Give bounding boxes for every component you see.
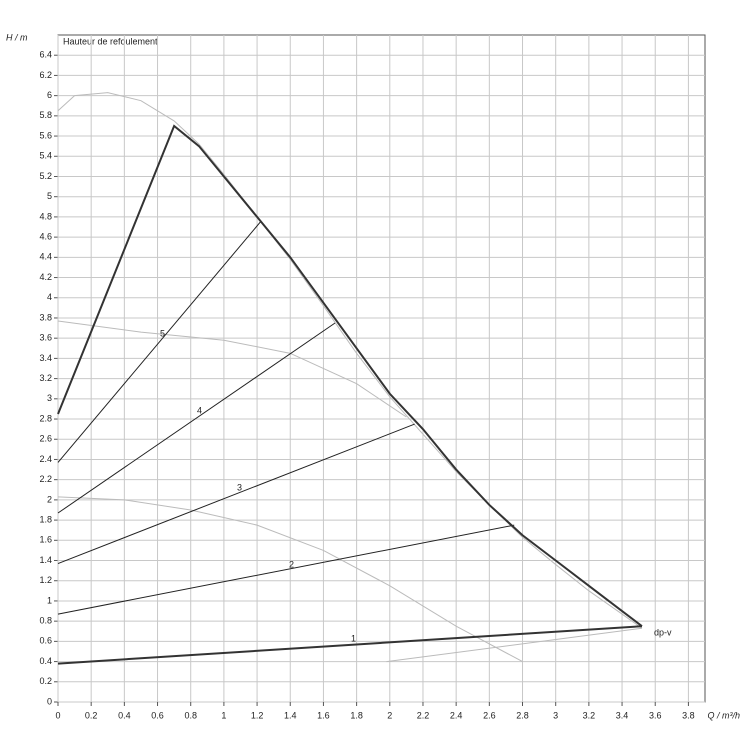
y-tick-label: 1.8	[39, 514, 52, 524]
y-tick-label: 0.2	[39, 676, 52, 686]
y-tick-label: 4.8	[39, 211, 52, 221]
curve	[57, 221, 261, 463]
annotation: 1	[351, 633, 356, 643]
y-tick-label: 3.4	[39, 353, 52, 363]
x-tick-label: 1.4	[284, 710, 297, 720]
annotation: 2	[289, 559, 294, 569]
x-tick-label: 1.6	[317, 710, 330, 720]
x-tick-label: 2	[387, 710, 392, 720]
y-tick-label: 1.2	[39, 575, 52, 585]
x-tick-label: 1.8	[350, 710, 363, 720]
y-tick-label: 4.4	[39, 252, 52, 262]
x-tick-label: 3.4	[616, 710, 629, 720]
x-tick-label: 0.2	[85, 710, 98, 720]
x-tick-label: 2.2	[417, 710, 430, 720]
x-tick-label: 0.4	[118, 710, 131, 720]
chart-title: Hauteur de refoulement	[63, 36, 158, 46]
x-tick-label: 3	[553, 710, 558, 720]
curve	[57, 625, 643, 665]
curve	[57, 92, 643, 629]
y-tick-label: 6	[47, 90, 52, 100]
y-tick-label: 0.6	[39, 636, 52, 646]
annotation: dp-v	[654, 627, 672, 637]
x-tick-label: 3.8	[682, 710, 695, 720]
y-tick-label: 3	[47, 393, 52, 403]
x-tick-label: 2.8	[516, 710, 529, 720]
annotation: 5	[160, 328, 165, 338]
y-axis-label: H / m	[6, 32, 28, 42]
y-tick-label: 2	[47, 494, 52, 504]
y-tick-label: 3.2	[39, 373, 52, 383]
y-tick-label: 2.2	[39, 474, 52, 484]
y-tick-label: 2.8	[39, 413, 52, 423]
y-tick-label: 0.4	[39, 656, 52, 666]
y-tick-label: 3.6	[39, 333, 52, 343]
curve	[57, 423, 415, 565]
y-tick-label: 1.6	[39, 535, 52, 545]
y-tick-label: 5	[47, 191, 52, 201]
x-tick-label: 3.2	[583, 710, 596, 720]
curve	[386, 627, 643, 663]
y-tick-label: 5.8	[39, 110, 52, 120]
x-tick-label: 0	[55, 710, 60, 720]
annotation: 4	[197, 405, 202, 415]
y-tick-label: 1	[47, 595, 52, 605]
x-tick-label: 3.6	[649, 710, 662, 720]
curve	[57, 320, 407, 418]
y-tick-label: 5.6	[39, 130, 52, 140]
x-tick-label: 2.6	[483, 710, 496, 720]
y-tick-label: 4	[47, 292, 52, 302]
curve	[57, 322, 336, 514]
curve	[57, 496, 523, 663]
y-tick-label: 1.4	[39, 555, 52, 565]
y-tick-label: 2.6	[39, 434, 52, 444]
y-tick-label: 3.8	[39, 312, 52, 322]
y-tick-label: 4.2	[39, 272, 52, 282]
x-tick-label: 0.6	[151, 710, 164, 720]
annotation: 3	[237, 482, 242, 492]
x-tick-label: 2.4	[450, 710, 463, 720]
y-tick-label: 0	[47, 696, 52, 706]
y-tick-label: 2.4	[39, 454, 52, 464]
y-tick-label: 5.4	[39, 151, 52, 161]
plot-frame	[57, 34, 706, 703]
curve	[57, 524, 515, 615]
y-tick-label: 6.4	[39, 50, 52, 60]
curve	[57, 124, 643, 628]
y-tick-label: 4.6	[39, 231, 52, 241]
y-tick-label: 0.8	[39, 616, 52, 626]
x-tick-label: 1.2	[251, 710, 264, 720]
x-axis-label: Q / m³/h	[707, 710, 740, 720]
y-tick-label: 5.2	[39, 171, 52, 181]
x-tick-label: 0.8	[184, 710, 197, 720]
x-tick-label: 1	[221, 710, 226, 720]
y-tick-label: 6.2	[39, 70, 52, 80]
